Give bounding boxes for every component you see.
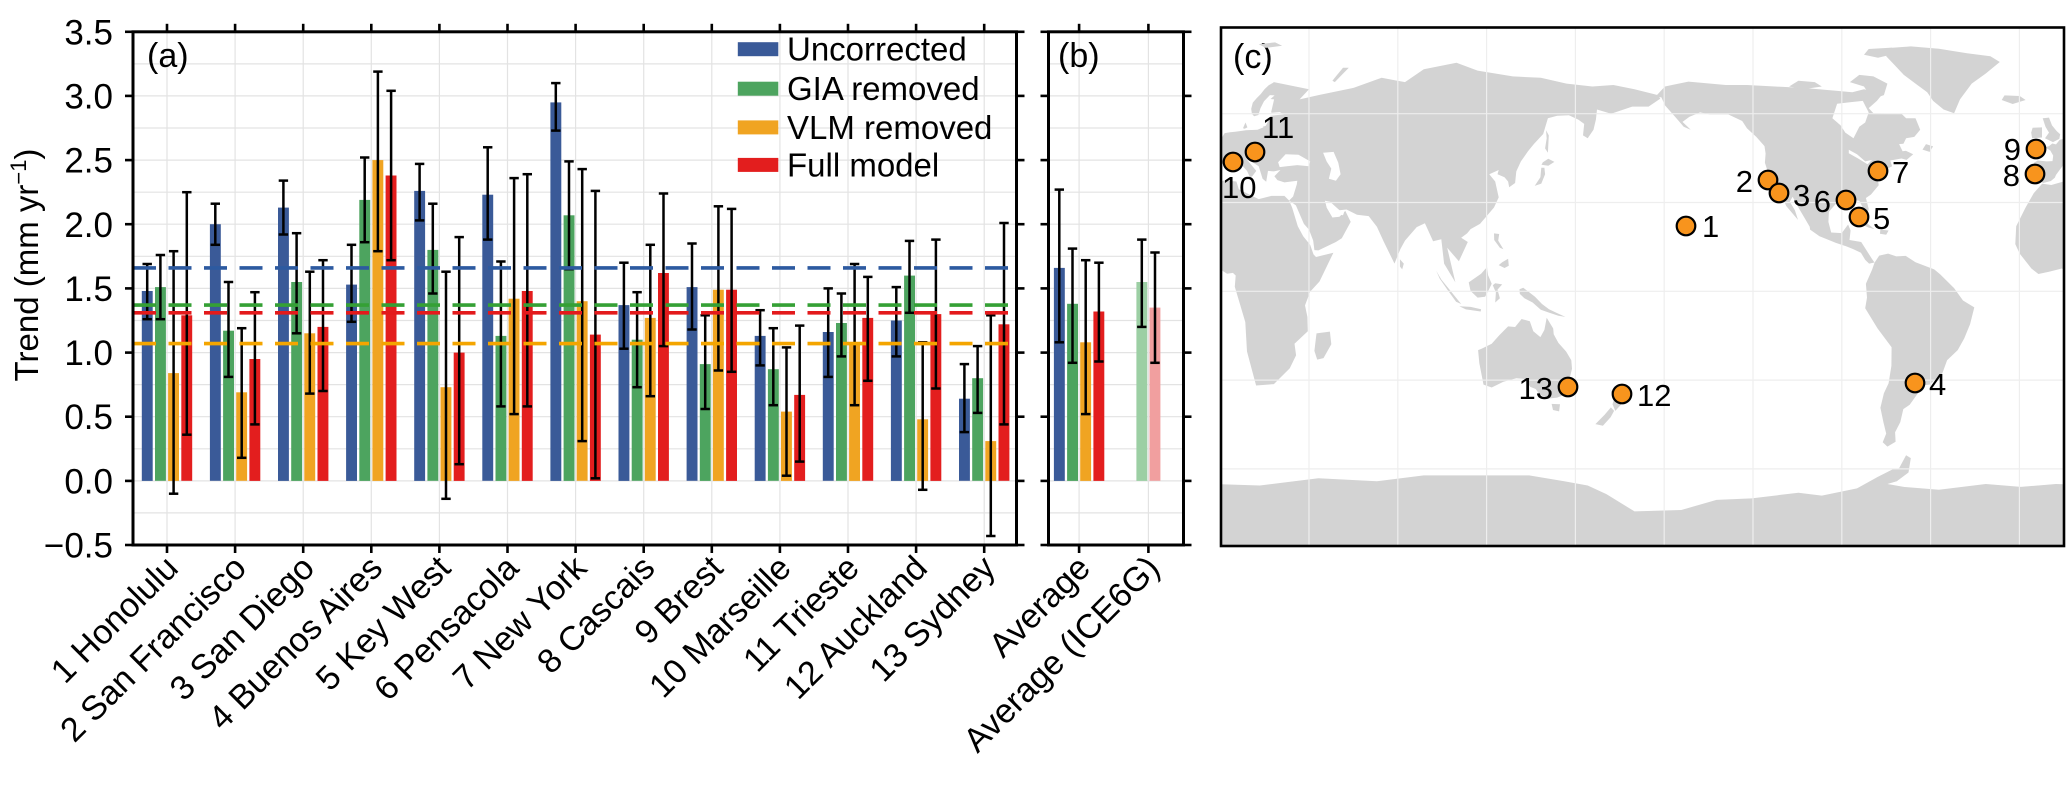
svg-text:13: 13 <box>1519 371 1553 406</box>
svg-text:Full model: Full model <box>787 146 939 183</box>
svg-text:2: 2 <box>1736 164 1753 199</box>
svg-text:5: 5 <box>1873 201 1890 236</box>
svg-text:3.5: 3.5 <box>64 13 113 52</box>
svg-text:2.0: 2.0 <box>64 206 113 245</box>
svg-text:(a): (a) <box>147 37 189 75</box>
svg-text:VLM removed: VLM removed <box>787 109 992 146</box>
svg-text:3: 3 <box>1793 178 1810 213</box>
svg-text:1: 1 <box>1702 209 1719 244</box>
svg-text:11: 11 <box>1262 110 1294 145</box>
svg-text:10: 10 <box>1222 170 1256 205</box>
svg-text:7: 7 <box>1892 155 1909 190</box>
svg-text:0.0: 0.0 <box>64 462 113 501</box>
svg-text:0.5: 0.5 <box>64 398 113 437</box>
svg-text:(b): (b) <box>1058 37 1100 75</box>
svg-text:9: 9 <box>2004 132 2021 167</box>
svg-text:Uncorrected: Uncorrected <box>787 31 967 68</box>
svg-text:8: 8 <box>2003 158 2020 193</box>
svg-text:1.0: 1.0 <box>64 334 113 373</box>
svg-text:6: 6 <box>1814 184 1831 219</box>
svg-text:GIA removed: GIA removed <box>787 70 980 107</box>
svg-text:3.0: 3.0 <box>64 77 113 116</box>
svg-text:−0.5: −0.5 <box>44 527 113 566</box>
svg-text:2.5: 2.5 <box>64 142 113 181</box>
svg-text:4: 4 <box>1929 367 1946 402</box>
svg-text:12: 12 <box>1637 378 1671 413</box>
svg-text:Trend (mm yr−1): Trend (mm yr−1) <box>6 149 46 382</box>
svg-text:1.5: 1.5 <box>64 270 113 309</box>
